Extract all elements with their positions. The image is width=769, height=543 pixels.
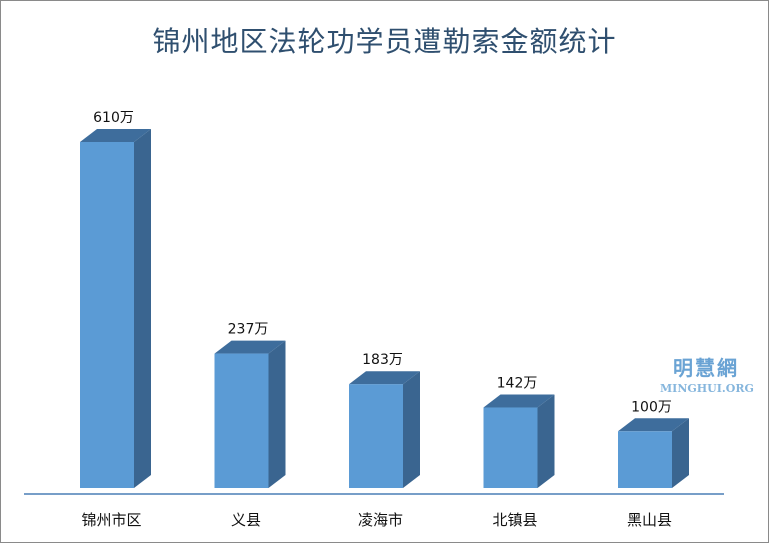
bar-top-face [349, 371, 420, 385]
bar-value-label: 610万 [93, 110, 134, 126]
bar-top-face [618, 418, 689, 432]
bar-3 [349, 371, 420, 488]
bar-4 [483, 394, 555, 488]
x-tick-label: 凌海市 [358, 511, 403, 529]
bar-front-face [618, 431, 672, 488]
bar-front-face [80, 142, 134, 488]
watermark-logo-text: 明慧網 [673, 356, 739, 380]
x-tick-label: 义县 [231, 511, 261, 529]
bar-top-face [214, 340, 286, 354]
bar-side-face [403, 371, 420, 488]
bar-front-face [214, 353, 269, 488]
bar-side-face [134, 129, 151, 488]
bar-5 [618, 418, 689, 488]
bar-value-label: 237万 [228, 322, 269, 338]
bar-front-face [483, 407, 538, 488]
bar-1 [80, 129, 151, 488]
bar-value-label: 100万 [631, 399, 672, 415]
x-tick-label: 锦州市区 [81, 511, 141, 529]
x-tick-label: 黑山县 [627, 511, 672, 529]
bar-front-face [349, 384, 403, 488]
bar-side-face [537, 394, 555, 488]
bar-top-face [483, 394, 555, 408]
x-tick-label: 北镇县 [492, 511, 537, 529]
chart-title: 锦州地区法轮功学员遭勒索金额统计 [152, 25, 617, 58]
bar-value-label: 183万 [362, 352, 403, 368]
bar-top-face [80, 129, 151, 142]
watermark-url-text: MINGHUI.ORG [660, 382, 754, 395]
bar-2 [214, 340, 286, 488]
bar-side-face [268, 340, 286, 488]
bar-value-label: 142万 [497, 375, 538, 391]
minghui-watermark: 明慧網 MINGHUI.ORG [660, 352, 754, 395]
bar-side-face [672, 418, 689, 488]
